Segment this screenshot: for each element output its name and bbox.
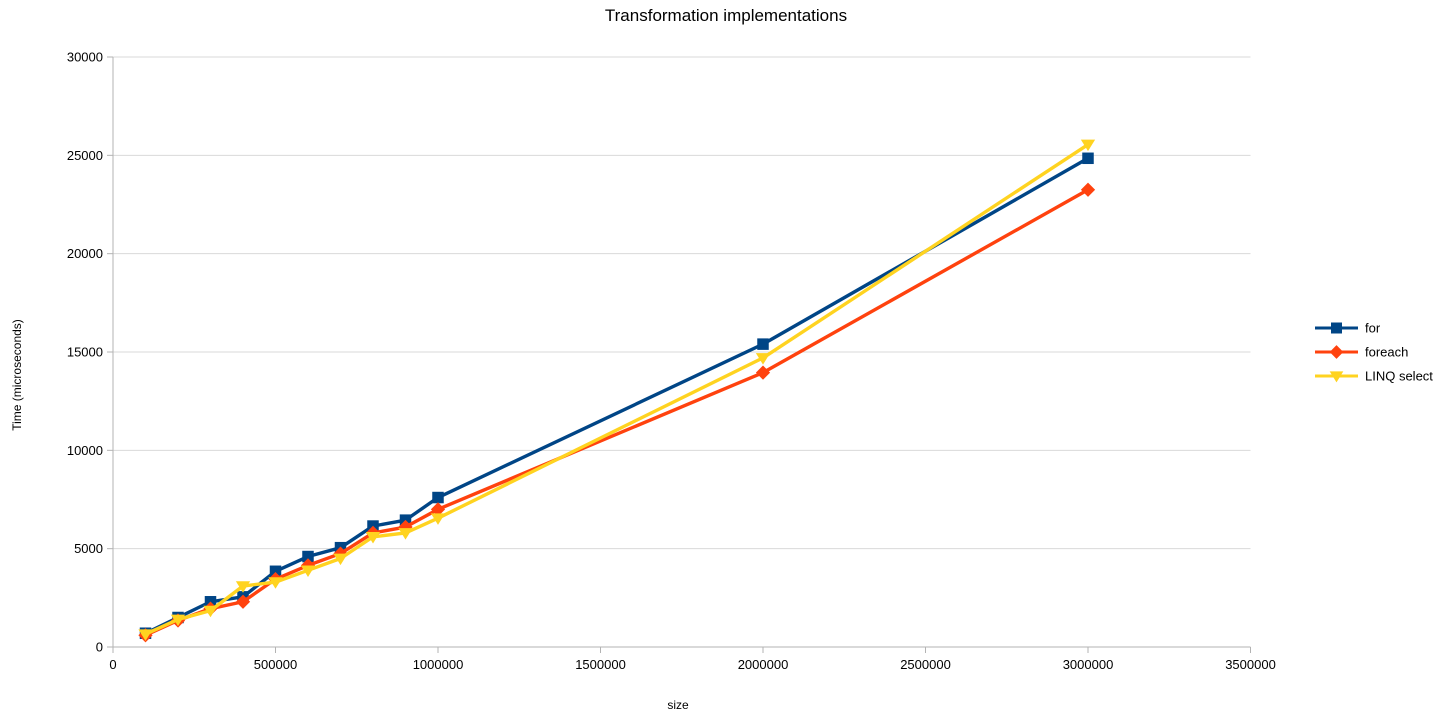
y-tick-label: 20000 [67, 246, 103, 261]
chart-title: Transformation implementations [605, 6, 847, 25]
plot-area: 0 5000 10000 15000 20000 25000 30000 0 500000 100… [67, 50, 1276, 673]
legend-label: for [1365, 321, 1381, 336]
marker-square [302, 550, 314, 563]
x-tick-label: 1500000 [575, 657, 626, 672]
y-axis-title: Time (microseconds) [10, 319, 24, 431]
marker-triangle-down [755, 353, 771, 365]
marker-triangle-down [268, 577, 283, 589]
x-tick-label: 0 [109, 657, 116, 672]
series-linq-select [138, 139, 1096, 641]
marker-triangle-down [300, 565, 316, 577]
marker-triangle-down [333, 553, 348, 566]
marker-square [1082, 152, 1094, 165]
x-axis-title: size [667, 698, 689, 712]
legend-entry: foreach [1315, 345, 1408, 360]
x-tick-label: 3500000 [1225, 657, 1276, 672]
x-tick-label: 2000000 [738, 657, 789, 672]
series-for [139, 152, 1094, 639]
x-tick-label: 2500000 [900, 657, 951, 672]
marker-triangle-down [235, 581, 251, 593]
x-tick-label: 3000000 [1063, 657, 1114, 672]
marker-diamond [235, 594, 251, 609]
marker-triangle-down [365, 532, 381, 544]
marker-triangle-down [1329, 371, 1344, 383]
marker-triangle-down [1080, 139, 1096, 152]
marker-diamond [755, 365, 771, 380]
marker-triangle-down [170, 614, 186, 627]
marker-triangle-down [398, 528, 413, 540]
x-tick-label: 1000000 [413, 657, 464, 672]
legend-entry: LINQ select [1315, 369, 1433, 384]
marker-diamond [1329, 345, 1344, 359]
marker-diamond [1080, 182, 1096, 197]
series-line [144, 143, 1089, 636]
marker-triangle-down [203, 605, 218, 618]
marker-square [269, 565, 282, 578]
legend-entry: for [1315, 321, 1381, 336]
marker-triangle-down [430, 513, 446, 525]
y-tick-label: 15000 [67, 345, 103, 360]
marker-square [1331, 322, 1342, 334]
x-tick-label: 500000 [254, 657, 297, 672]
marker-diamond [430, 502, 446, 517]
legend: for foreach LINQ select [1315, 321, 1433, 384]
y-tick-label: 10000 [67, 443, 103, 458]
legend-label: LINQ select [1365, 369, 1433, 384]
y-tick-label: 0 [96, 640, 103, 655]
y-tick-label: 30000 [67, 50, 103, 65]
y-tick-label: 5000 [74, 541, 103, 556]
marker-triangle-down [138, 629, 153, 641]
y-tick-label: 25000 [67, 148, 103, 163]
series-line [144, 156, 1089, 635]
legend-label: foreach [1365, 345, 1408, 360]
marker-square [432, 491, 444, 504]
marker-square [757, 338, 769, 350]
